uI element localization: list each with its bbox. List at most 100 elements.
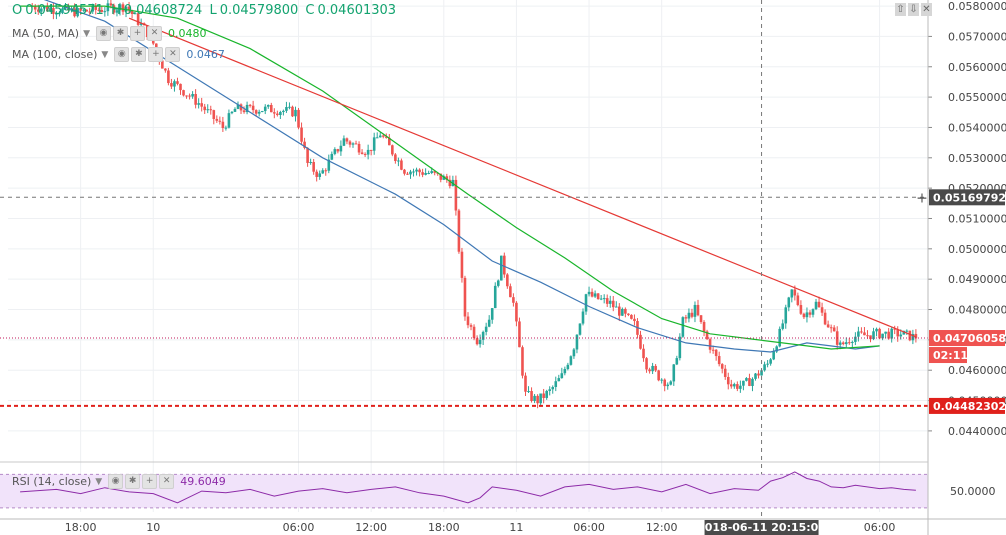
candle-body — [872, 331, 875, 340]
candle-body — [273, 112, 276, 114]
open-value: 0.04594571 — [25, 3, 104, 18]
candle-body — [378, 135, 382, 138]
candle-body — [384, 136, 388, 138]
plus-icon[interactable]: + — [142, 474, 158, 489]
close-value: 0.04601303 — [317, 3, 397, 18]
candle-body — [227, 113, 231, 128]
candle-body — [593, 293, 597, 297]
candle-body — [790, 289, 794, 298]
close-icon[interactable]: ✕ — [921, 3, 932, 16]
candle-body — [681, 317, 685, 337]
eye-icon[interactable]: ◉ — [108, 474, 124, 489]
candle-body — [254, 110, 258, 114]
candle-body — [209, 109, 213, 111]
candle-body — [457, 210, 461, 252]
ma50-label: MA (50, MA) — [12, 27, 80, 40]
candle-body — [512, 297, 515, 303]
open-label: O — [12, 3, 23, 18]
candle-body — [469, 325, 473, 327]
rsi-legend[interactable]: RSI (14, close) ▼ ◉ ✱ + ✕ 49.6049 — [12, 474, 226, 489]
arrow-down-icon[interactable]: ⇩ — [908, 3, 919, 16]
candle-body — [848, 342, 851, 344]
candle-body — [590, 291, 594, 297]
candle-body — [276, 113, 279, 116]
candle-body — [781, 323, 785, 329]
arrow-up-icon[interactable]: ⇧ — [895, 3, 906, 16]
candle-body — [121, 4, 125, 12]
candle-body — [366, 149, 370, 155]
candle-body — [460, 251, 464, 278]
candle-body — [699, 315, 703, 322]
candle-body — [466, 316, 470, 326]
chevron-down-icon[interactable]: ▼ — [101, 49, 109, 60]
candle-body — [608, 300, 612, 304]
eye-icon[interactable]: ◉ — [96, 26, 112, 41]
chevron-down-icon[interactable]: ▼ — [95, 476, 103, 487]
candle-body — [654, 365, 657, 371]
candle-body — [415, 169, 418, 172]
gear-icon[interactable]: ✱ — [125, 474, 141, 489]
candle-body — [754, 373, 757, 379]
plus-icon[interactable]: + — [130, 26, 146, 41]
candle-body — [875, 328, 878, 332]
candle-body — [118, 4, 122, 11]
ma50-legend[interactable]: MA (50, MA) ▼ ◉ ✱ + ✕ 0.0480 — [12, 26, 207, 41]
chevron-down-icon[interactable]: ▼ — [83, 28, 91, 39]
candle-body — [657, 370, 660, 381]
candle-body — [442, 176, 446, 180]
plus-icon[interactable]: + — [148, 47, 164, 62]
candle-body — [400, 160, 403, 170]
candle-body — [309, 161, 312, 163]
candle-body — [266, 104, 270, 107]
candle-body — [784, 307, 788, 324]
candle-body — [905, 330, 909, 332]
candle-body — [164, 68, 167, 71]
candle-body — [327, 159, 331, 171]
candle-body — [663, 379, 667, 387]
candle-body — [218, 120, 222, 122]
candle-body — [182, 90, 185, 96]
candle-body — [188, 95, 191, 97]
grid — [8, 0, 928, 512]
candle-body — [714, 349, 718, 357]
candle-body — [890, 328, 893, 339]
candle-body — [369, 149, 373, 151]
candle-body — [115, 10, 119, 13]
candle-body — [288, 106, 291, 108]
trendline — [128, 17, 917, 338]
ma100-legend[interactable]: MA (100, close) ▼ ◉ ✱ + ✕ 0.0467 — [12, 47, 225, 62]
candle-body — [624, 308, 627, 314]
close-icon[interactable]: ✕ — [165, 47, 181, 62]
candle-body — [233, 108, 237, 112]
candle-body — [542, 393, 545, 398]
candle-body — [587, 291, 591, 295]
candle-body — [82, 9, 85, 11]
candle-body — [751, 378, 754, 386]
candle-body — [360, 152, 364, 154]
close-icon[interactable]: ✕ — [147, 26, 163, 41]
candle-body — [433, 171, 437, 173]
gear-icon[interactable]: ✱ — [131, 47, 147, 62]
candle-body — [708, 339, 712, 350]
gear-icon[interactable]: ✱ — [113, 26, 129, 41]
eye-icon[interactable]: ◉ — [114, 47, 130, 62]
rsi-value: 49.6049 — [180, 475, 226, 488]
candle-body — [200, 103, 203, 107]
candle-body — [811, 309, 815, 315]
candle-body — [221, 121, 225, 129]
candle-body — [530, 391, 533, 401]
candle-body — [448, 179, 452, 187]
close-icon[interactable]: ✕ — [159, 474, 175, 489]
candle-body — [844, 342, 848, 345]
candle-body — [43, 6, 46, 9]
candle-body — [490, 308, 494, 320]
countdown-badge: 02:11 — [933, 349, 968, 362]
candle-body — [493, 285, 497, 309]
candle-body — [381, 135, 385, 137]
